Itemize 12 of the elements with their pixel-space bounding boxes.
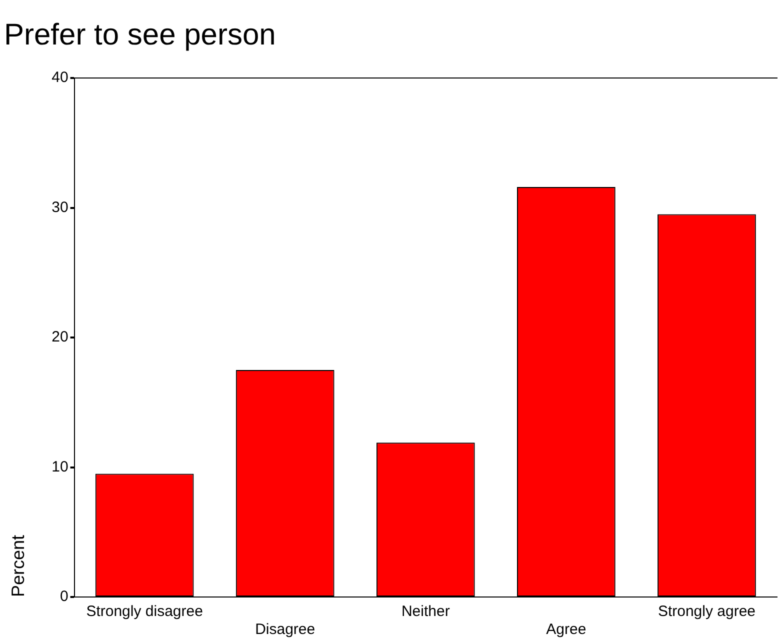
y-tick-label: 10 [52,458,68,476]
x-tick-label: Neither [401,603,450,620]
x-tick-label: Strongly disagree [86,603,203,620]
y-tick-label: 20 [52,328,68,346]
x-tick-label: Agree [546,621,586,638]
y-tick-label: 30 [52,198,68,216]
y-tick-label: 0 [60,588,68,606]
x-tick-label: Strongly agree [658,603,756,620]
chart-title: Prefer to see person [4,18,276,52]
y-axis-title: Percent [8,534,28,597]
x-tick-label: Disagree [255,621,316,638]
y-tick-label: 40 [52,69,68,86]
